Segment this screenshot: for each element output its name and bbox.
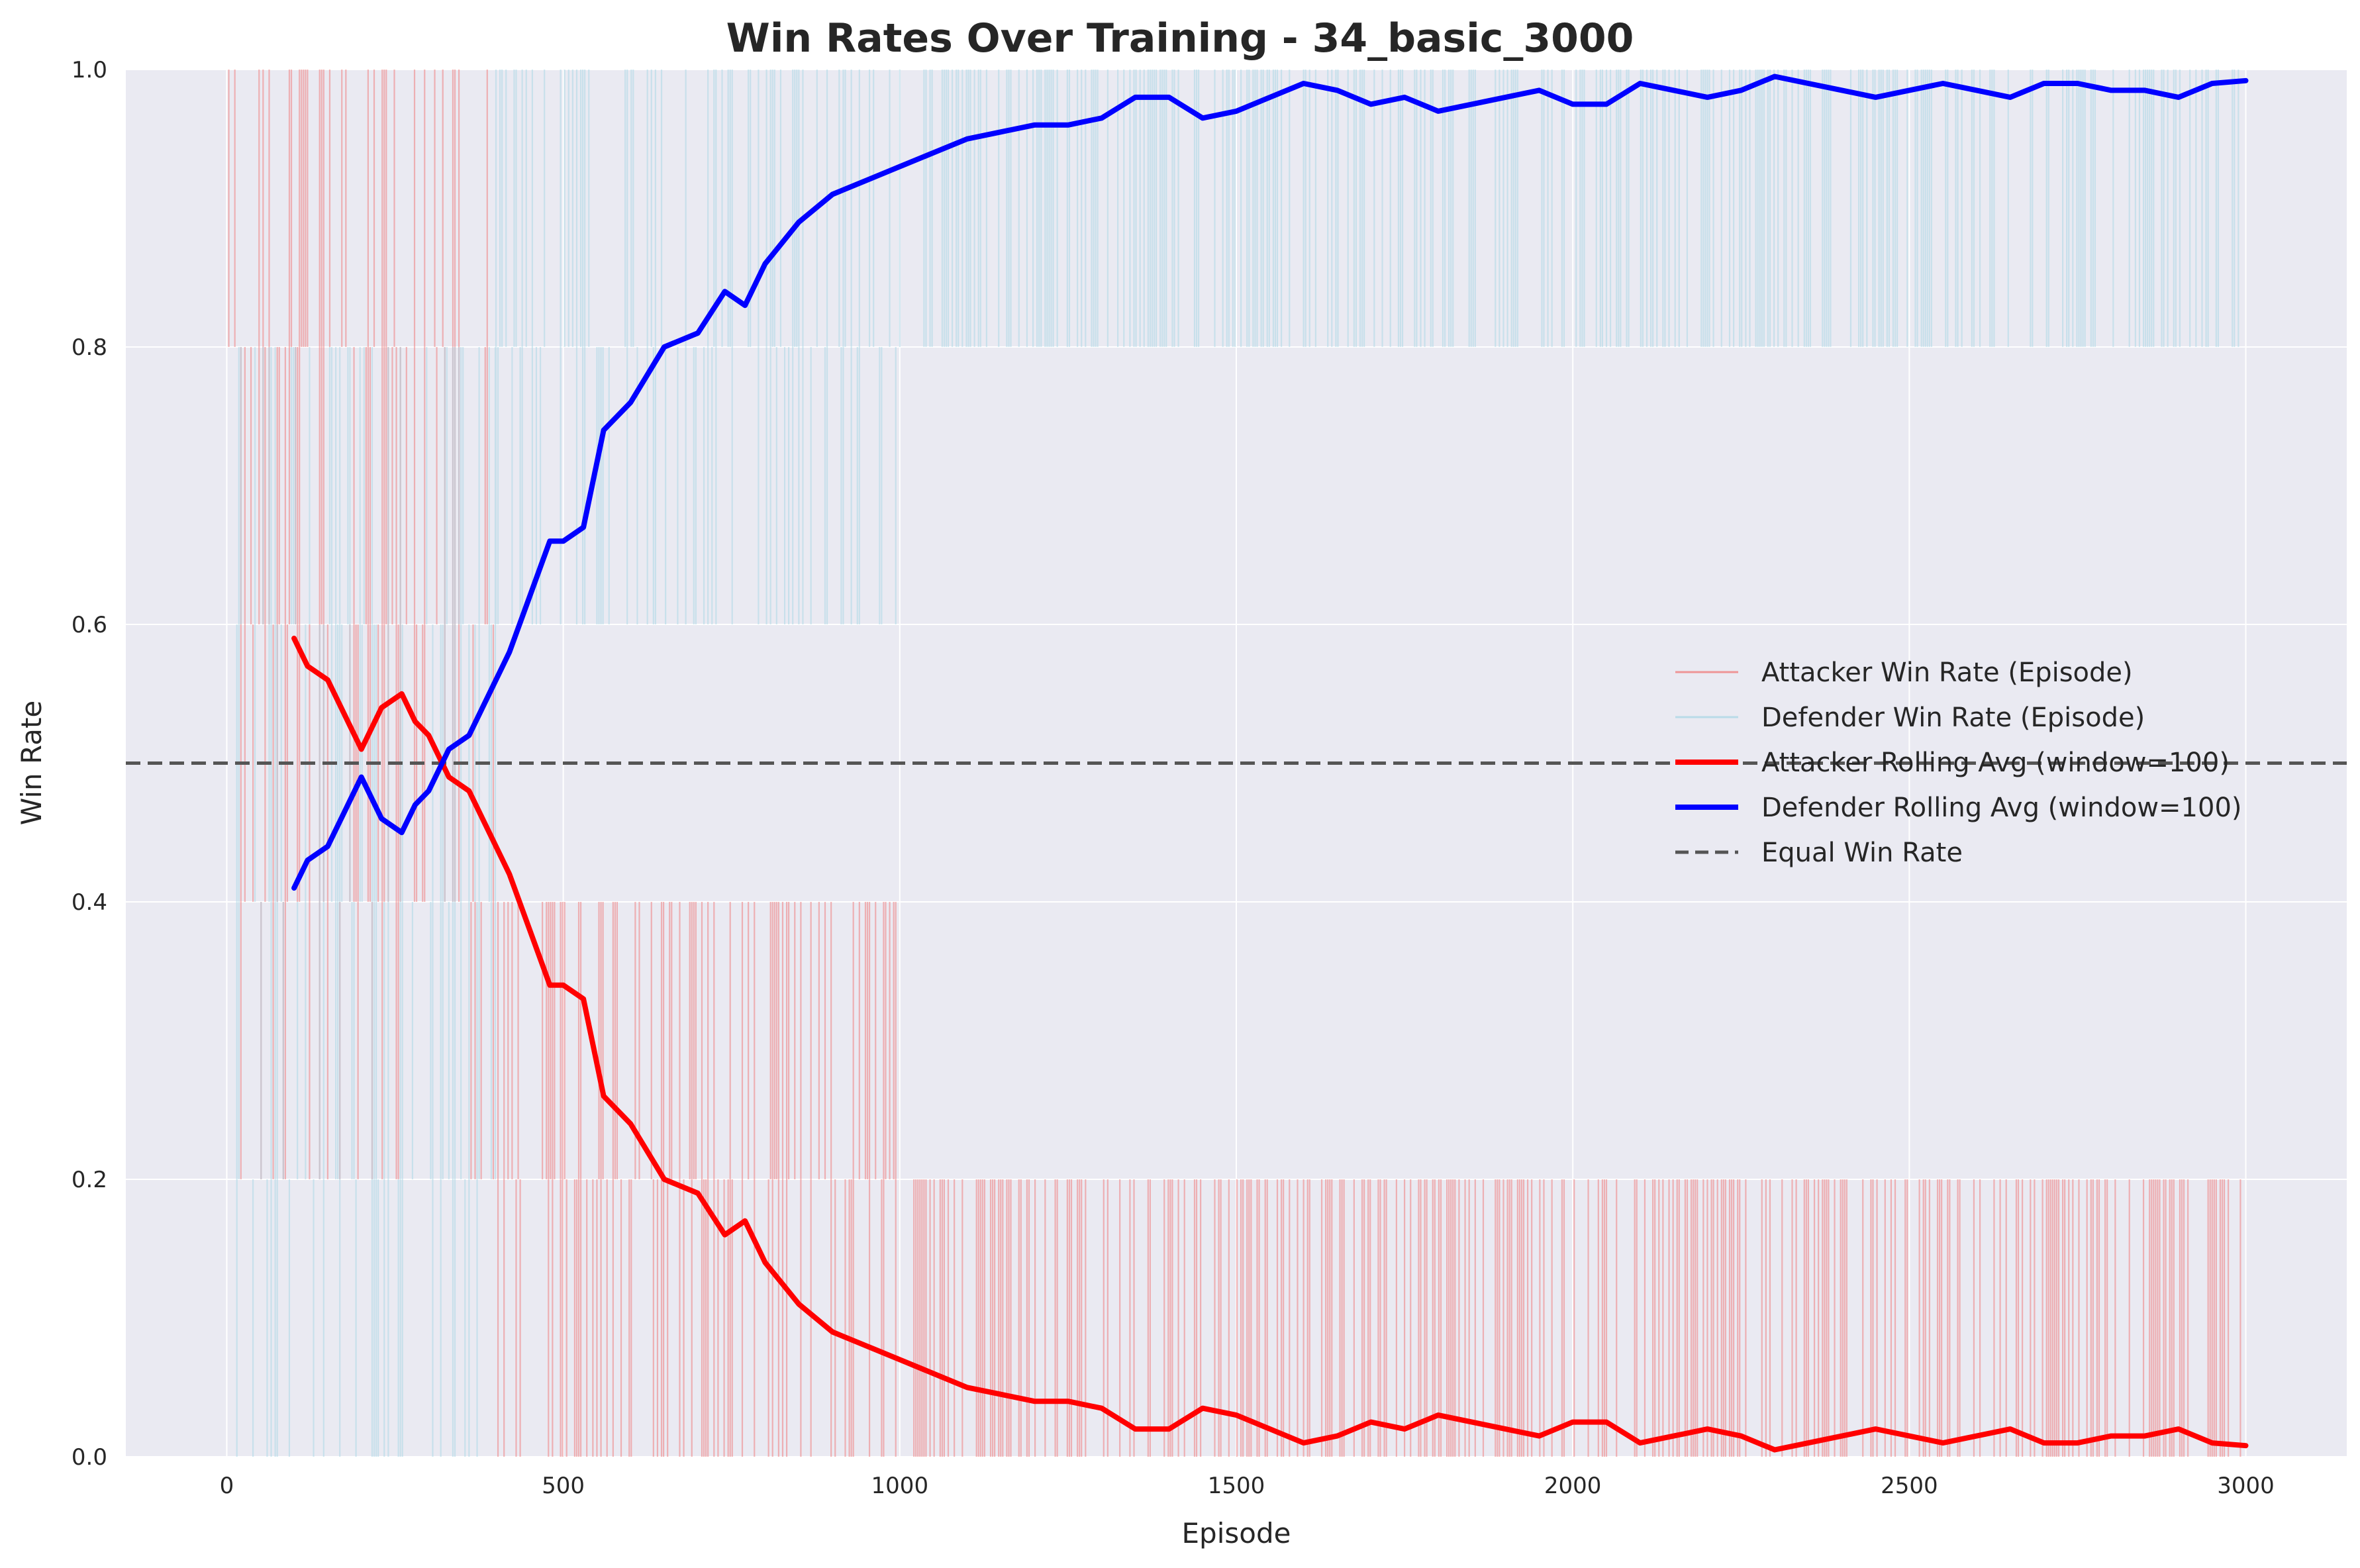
legend: Attacker Win Rate (Episode) Defender Win … xyxy=(1675,658,2242,868)
rolling-average-lines xyxy=(291,74,2249,1453)
y-tick-label: 0.6 xyxy=(72,612,107,638)
episode-bars xyxy=(228,70,2241,1457)
x-tick-label: 1500 xyxy=(1208,1473,1265,1499)
attacker-rolling-avg-line xyxy=(291,636,2249,1453)
x-tick-label: 2000 xyxy=(1544,1473,1602,1499)
y-tick-label: 0.8 xyxy=(72,334,107,361)
defender-rolling-avg-line xyxy=(291,74,2249,891)
legend-label: Attacker Win Rate (Episode) xyxy=(1761,658,2133,688)
y-tick-label: 0.2 xyxy=(72,1167,107,1193)
y-axis-ticks: 0.0 0.2 0.4 0.6 0.8 1.0 xyxy=(72,57,107,1471)
x-axis-label: Episode xyxy=(1182,1517,1291,1549)
y-tick-label: 1.0 xyxy=(72,57,107,83)
legend-label: Defender Win Rate (Episode) xyxy=(1761,703,2145,733)
x-tick-label: 2500 xyxy=(1881,1473,1938,1499)
defender-episode-bars xyxy=(236,70,2239,1457)
y-tick-label: 0.0 xyxy=(72,1444,107,1471)
legend-label: Equal Win Rate xyxy=(1761,838,1963,868)
legend-label: Defender Rolling Avg (window=100) xyxy=(1761,793,2242,823)
x-tick-label: 1000 xyxy=(871,1473,929,1499)
x-tick-label: 0 xyxy=(220,1473,234,1499)
legend-label: Attacker Rolling Avg (window=100) xyxy=(1761,748,2230,778)
chart-title: Win Rates Over Training - 34_basic_3000 xyxy=(726,15,1634,62)
x-tick-label: 500 xyxy=(542,1473,585,1499)
x-tick-label: 3000 xyxy=(2217,1473,2275,1499)
y-tick-label: 0.4 xyxy=(72,889,107,916)
y-axis-label: Win Rate xyxy=(15,701,48,826)
x-axis-ticks: 0 500 1000 1500 2000 2500 3000 xyxy=(220,1473,2275,1499)
attacker-episode-bars xyxy=(228,70,2241,1457)
